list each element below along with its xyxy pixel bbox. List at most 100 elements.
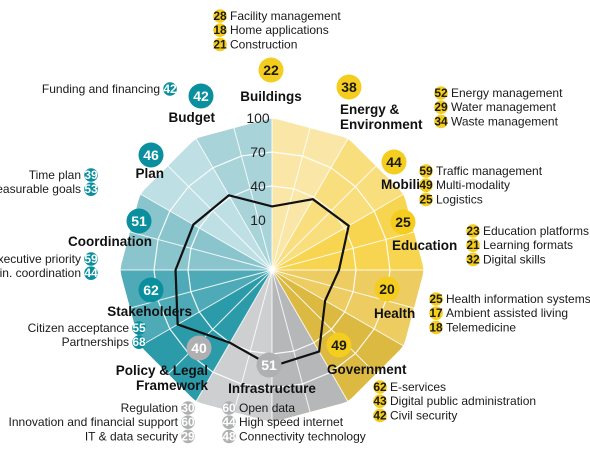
grid-spoke — [164, 162, 273, 271]
subitem-value-3-0: 23 — [466, 224, 480, 238]
grid-spoke — [125, 230, 273, 271]
subitem-label-2-1: Multi-modality — [436, 178, 510, 192]
subitem-label-3-2: Digital skills — [483, 252, 546, 266]
subitem-label-7-0: Regulation — [121, 401, 178, 415]
grid-spoke — [271, 123, 312, 271]
subitem-value-0-1: 18 — [213, 23, 227, 37]
subitem-value-3-2: 32 — [466, 252, 480, 266]
category-label-5: Government — [327, 362, 407, 377]
subitem-label-7-2: IT & data security — [85, 429, 178, 443]
subitem-value-4-0: 25 — [429, 292, 443, 306]
subitem-value-1-2: 34 — [434, 114, 448, 128]
subitem-badge-6-2 — [222, 429, 236, 444]
subitem-badge-4-2 — [429, 320, 443, 335]
subitem-value-0-0: 28 — [213, 9, 227, 23]
grid-spoke — [125, 269, 273, 310]
subitem-label-5-2: Civil security — [390, 408, 457, 422]
subitem-badge-2-0 — [419, 164, 433, 178]
grid-spoke — [232, 123, 273, 271]
category-value-0: 22 — [263, 62, 279, 78]
subitem-label-2-2: Logistics — [436, 192, 483, 206]
category-label-0: Buildings — [240, 89, 302, 104]
grid-spoke — [271, 269, 419, 310]
subitem-label-5-1: Digital public administration — [390, 394, 536, 408]
subitem-badge-3-1 — [466, 238, 480, 252]
segment-1-left — [272, 118, 348, 270]
grid-spoke — [271, 269, 404, 347]
subitem-label-10-0: Time plan — [29, 168, 81, 182]
subitem-label-1-0: Energy management — [451, 86, 563, 100]
subitem-label-3-1: Learning formats — [483, 238, 573, 252]
subitem-badge-7-0 — [181, 401, 195, 415]
subitem-label-0-2: Construction — [230, 37, 297, 51]
category-badge-11 — [188, 83, 214, 109]
radial-tick-labels: 10 40 70 100 — [246, 110, 270, 228]
category-label-3: Education — [392, 238, 457, 253]
subitem-value-1-0: 52 — [434, 86, 448, 100]
subitem-value-9-0: 59 — [84, 252, 98, 266]
subitem-value-9-1: 44 — [84, 266, 98, 280]
subitem-badge-1-1 — [434, 100, 448, 114]
subitem-label-11-0: Funding and financing — [42, 82, 160, 96]
subitem-label-9-0: Executive priority — [0, 252, 81, 266]
category-label-2: Mobility — [381, 177, 432, 192]
subitem-value-7-0: 30 — [181, 401, 195, 415]
subitem-value-2-1: 49 — [419, 178, 433, 192]
category-badge-2 — [381, 149, 407, 175]
category-label-9: Coordination — [68, 234, 152, 249]
subitem-value-6-1: 44 — [222, 415, 236, 429]
category-value-3: 25 — [395, 214, 411, 230]
grid-spoke — [140, 193, 273, 271]
category-label-7-line1: Framework — [136, 378, 209, 393]
subitem-label-9-1: Admin. coordination — [0, 266, 81, 280]
subitem-badge-7-2 — [181, 429, 195, 444]
subitem-value-8-1: 68 — [132, 335, 146, 349]
subitem-badge-8-0 — [132, 321, 146, 335]
subitem-label-4-1: Ambient assisted living — [446, 306, 568, 320]
subitem-badge-6-0 — [222, 401, 236, 415]
subitem-value-1-1: 29 — [434, 100, 448, 114]
category-value-7: 40 — [191, 340, 207, 356]
category-label-11: Budget — [169, 110, 216, 125]
subitem-badge-2-2 — [419, 192, 433, 207]
subitem-label-7-1: Innovation and financial support — [9, 415, 179, 429]
subitem-value-3-1: 21 — [466, 238, 480, 252]
subitem-value-5-1: 43 — [373, 394, 387, 408]
subitem-value-4-2: 18 — [429, 320, 443, 334]
subitem-value-11-0: 42 — [163, 82, 177, 96]
category-value-9: 51 — [131, 213, 147, 229]
subitem-value-7-1: 60 — [181, 415, 195, 429]
category-badge-5 — [326, 332, 352, 358]
tick-label-10: 10 — [250, 212, 266, 228]
subitem-label-0-1: Home applications — [230, 23, 329, 37]
subitem-badge-4-1 — [429, 306, 443, 321]
subitem-badge-9-0 — [84, 252, 98, 266]
subitem-value-6-2: 48 — [222, 429, 236, 443]
tick-label-70: 70 — [250, 144, 266, 160]
subitem-label-8-1: Partnerships — [62, 335, 129, 349]
subitem-badge-1-2 — [434, 114, 448, 129]
category-value-6: 51 — [261, 357, 277, 373]
subitem-badge-2-1 — [419, 178, 433, 192]
subitem-label-0-0: Facility management — [230, 9, 341, 23]
grid-spoke — [195, 269, 273, 402]
subitem-badge-0-0 — [213, 9, 227, 23]
segment-11-right — [196, 118, 272, 270]
subitem-value-10-0: 39 — [84, 168, 98, 182]
subitem-label-6-1: High speed internet — [239, 415, 344, 429]
subitem-label-3-0: Education platforms — [483, 224, 589, 238]
grid-spoke — [271, 230, 419, 271]
subitem-value-6-0: 60 — [222, 401, 236, 415]
subitem-badge-5-0 — [373, 380, 387, 394]
subitem-badge-8-1 — [132, 335, 146, 350]
category-label-7-line0: Policy & Legal — [116, 363, 208, 378]
category-value-1: 38 — [341, 79, 357, 95]
radar-gridlines — [119, 117, 425, 423]
grid-spoke — [271, 269, 380, 378]
subitem-label-2-0: Traffic management — [436, 164, 543, 178]
subitem-value-5-2: 42 — [373, 408, 387, 422]
subitem-label-1-1: Water management — [451, 100, 557, 114]
subitem-badge-1-0 — [434, 86, 448, 100]
subitem-label-4-2: Telemedicine — [446, 320, 516, 334]
grid-spoke — [164, 269, 273, 378]
